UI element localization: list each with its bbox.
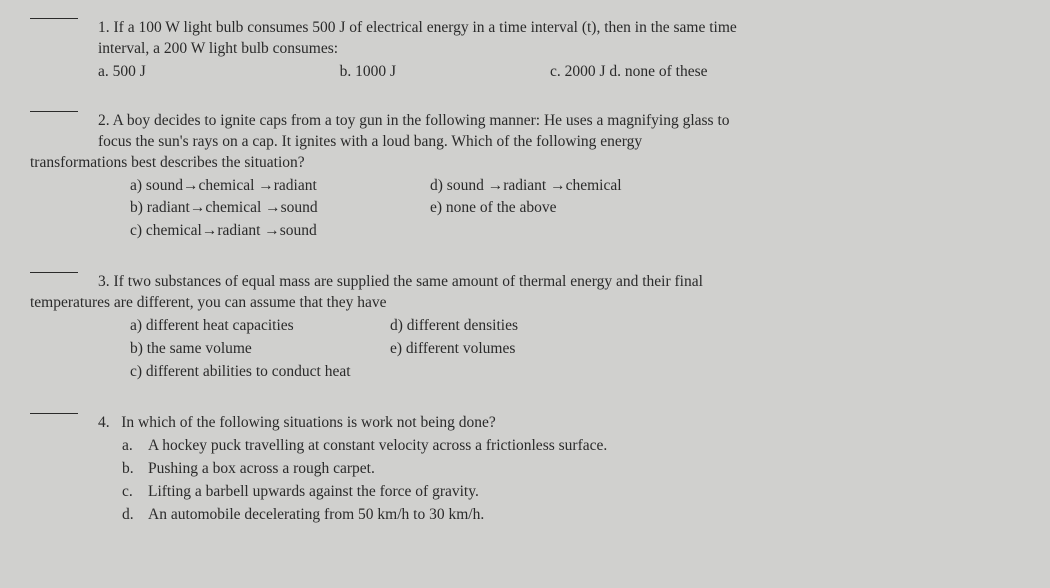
q3-option-a: a) different heat capacities [130, 316, 390, 337]
q3-option-d: d) different densities [390, 316, 518, 337]
q2-option-d: d) sound →radiant →chemical [430, 176, 622, 197]
q3-options-col1: a) different heat capacities b) the same… [130, 314, 390, 385]
q4-option-d: d. An automobile decelerating from 50 km… [122, 505, 1020, 526]
q2-number: 2. [98, 112, 110, 129]
q2-options-col2: d) sound →radiant →chemical e) none of t… [430, 174, 622, 245]
q4-b-text: Pushing a box across a rough carpet. [148, 459, 375, 480]
q4-options: a. A hockey puck travelling at constant … [122, 436, 1020, 526]
question-2-text: 2. A boy decides to ignite caps from a t… [98, 111, 1020, 153]
q1-option-a: a. 500 J [98, 62, 146, 83]
q4-b-letter: b. [122, 459, 148, 480]
question-4-header: 4. In which of the following situations … [30, 413, 1020, 528]
question-3-text: 3. If two substances of equal mass are s… [98, 272, 1020, 293]
q2-option-c: c) chemical→radiant →sound [130, 221, 430, 242]
q4-option-c: c. Lifting a barbell upwards against the… [122, 482, 1020, 503]
q3-line2: temperatures are different, you can assu… [30, 293, 1020, 314]
answer-blank-3[interactable] [30, 272, 78, 273]
q1-line1: If a 100 W light bulb consumes 500 J of … [114, 19, 737, 36]
q4-c-text: Lifting a barbell upwards against the fo… [148, 482, 479, 503]
q3-number: 3. [98, 273, 110, 290]
q2-option-e: e) none of the above [430, 198, 622, 219]
q3-option-b: b) the same volume [130, 339, 390, 360]
q4-option-a: a. A hockey puck travelling at constant … [122, 436, 1020, 457]
q4-c-letter: c. [122, 482, 148, 503]
q1-option-b: b. 1000 J [340, 62, 396, 83]
q4-number: 4. [98, 414, 110, 431]
q4-a-text: A hockey puck travelling at constant vel… [148, 436, 607, 457]
q3-line1: If two substances of equal mass are supp… [114, 273, 703, 290]
q1-line2: interval, a 200 W light bulb consumes: [98, 40, 338, 57]
q3-option-e: e) different volumes [390, 339, 518, 360]
question-2-header: 2. A boy decides to ignite caps from a t… [30, 111, 1020, 153]
q4-a-letter: a. [122, 436, 148, 457]
q3-options-col2: d) different densities e) different volu… [390, 314, 518, 385]
q4-d-text: An automobile decelerating from 50 km/h … [148, 505, 484, 526]
question-3-header: 3. If two substances of equal mass are s… [30, 272, 1020, 293]
question-3: 3. If two substances of equal mass are s… [30, 272, 1020, 385]
question-4-text: 4. In which of the following situations … [98, 413, 1020, 528]
q1-number: 1. [98, 19, 110, 36]
q2-line2: focus the sun's rays on a cap. It ignite… [98, 133, 642, 150]
question-2: 2. A boy decides to ignite caps from a t… [30, 111, 1020, 245]
q4-text: In which of the following situations is … [121, 414, 496, 431]
q2-line1: A boy decides to ignite caps from a toy … [113, 112, 730, 129]
q1-option-c: c. 2000 J d. none of these [550, 62, 708, 83]
q4-option-b: b. Pushing a box across a rough carpet. [122, 459, 1020, 480]
answer-blank-2[interactable] [30, 111, 78, 112]
question-1-text: 1. If a 100 W light bulb consumes 500 J … [98, 18, 1020, 83]
q1-options: a. 500 J b. 1000 J c. 2000 J d. none of … [98, 62, 1020, 83]
q2-option-a: a) sound→chemical →radiant [130, 176, 430, 197]
question-1: 1. If a 100 W light bulb consumes 500 J … [30, 18, 1020, 83]
q2-line3: transformations best describes the situa… [30, 153, 1020, 174]
answer-blank-4[interactable] [30, 413, 78, 414]
question-4: 4. In which of the following situations … [30, 413, 1020, 528]
q2-options-col1: a) sound→chemical →radiant b) radiant→ch… [130, 174, 430, 245]
q4-d-letter: d. [122, 505, 148, 526]
q2-option-b: b) radiant→chemical →sound [130, 198, 430, 219]
answer-blank-1[interactable] [30, 18, 78, 19]
question-1-header: 1. If a 100 W light bulb consumes 500 J … [30, 18, 1020, 83]
q2-options: a) sound→chemical →radiant b) radiant→ch… [130, 174, 1020, 245]
q3-options: a) different heat capacities b) the same… [130, 314, 1020, 385]
q3-option-c: c) different abilities to conduct heat [130, 362, 390, 383]
